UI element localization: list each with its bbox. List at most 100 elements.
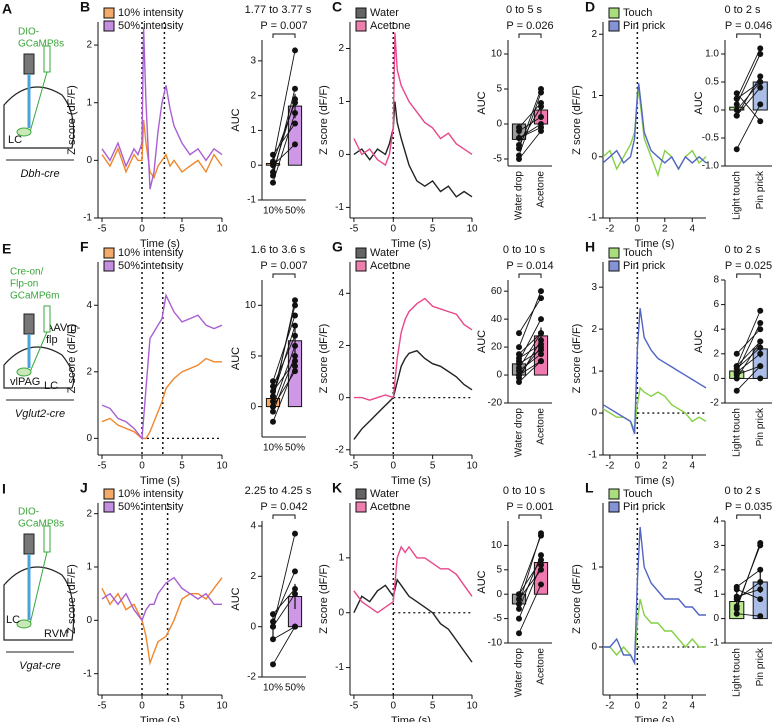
pair-line [518,123,542,139]
x-tick-label: 0 [635,461,641,472]
y-tick-label: 4 [250,521,256,532]
y-tick-label: 0.5 [705,77,719,88]
y-tick-label: -10 [488,638,503,649]
x-tick-label: 10 [216,224,228,235]
y-tick-label: 0 [496,589,502,600]
y-axis-label: AUC [230,587,242,610]
legend-label: Acetone [370,501,410,513]
y-tick-label: -1 [588,213,597,224]
x-tick-label: Water drop [514,171,525,221]
pair-line [736,347,761,369]
x-tick-label: -2 [605,224,614,235]
subject-dot [516,360,522,367]
subject-dot [516,142,522,148]
x-tick-label: 10 [216,461,228,472]
legend-swatch [103,20,115,32]
p-value: P = 0.007 [260,260,307,272]
x-axis-label: Time (s) [391,475,431,487]
y-tick-label: 1.0 [705,49,719,60]
y-tick-label: 0 [591,408,597,419]
y-tick-label: 0 [86,433,92,444]
subject-dot [733,371,740,378]
subject-dot [292,368,298,375]
trace-line [353,32,473,167]
y-tick-label: 0 [713,105,719,116]
subject-dot [733,101,740,108]
subject-dot [270,618,276,625]
x-tick-label: 0 [635,701,641,712]
window-title: 0 to 2 s [724,244,761,256]
pair-line [736,310,761,367]
virus-label: Cre-on/ [10,267,44,278]
retro-label: flp [46,334,58,346]
panel-label: E [2,241,11,257]
pair-line [518,332,542,369]
virus-label: DIO- [18,27,39,38]
pair-line [736,104,761,150]
panel-label: K [332,480,342,496]
legend-swatch [608,501,620,513]
trace-line [602,83,707,171]
target-region [16,619,32,629]
window-title: 1.77 to 3.77 s [245,4,312,16]
legend-swatch [355,260,367,272]
pair-line [736,353,761,373]
y-axis-label: Z score (dF/F) [318,85,330,155]
subject-dot [538,561,544,568]
panel-label: I [2,481,6,497]
syringe [43,525,51,553]
subject-dot [270,158,276,165]
y-tick-label: 8 [713,275,719,286]
legend-label: 50% intensity [118,501,184,513]
pair-line [736,588,761,598]
subject-dot [292,363,298,370]
y-tick-label: 0 [250,621,256,632]
x-tick-label: Light touch [731,408,742,457]
mouse-line-label: Dbh-cre [20,168,59,180]
subject-dot [270,151,276,158]
y-tick-label: 5 [496,84,502,95]
pair-line [518,554,542,610]
pair-line [272,360,296,392]
subject-dot [538,351,544,358]
p-value: P = 0.035 [725,501,772,513]
y-tick-label: 0 [338,149,344,160]
target-region [16,127,32,137]
legend-swatch [103,488,115,500]
subject-dot [270,388,276,395]
legend-swatch [103,7,115,19]
x-tick-label: 5 [430,701,436,712]
y-tick-label: 0 [591,151,597,162]
pair-line [518,332,542,355]
subject-dot [538,346,544,353]
y-tick-label: -2 [247,672,256,683]
subject-dot [270,378,276,385]
y-axis-label: Z score (dF/F) [318,564,330,634]
subject-dot [270,179,276,186]
significance-bracket [272,33,296,38]
virus-label: GCaMP8s [18,39,64,50]
syringe [43,45,51,73]
pair-line [272,370,296,407]
subject-dot [292,358,298,365]
legend-label: Acetone [370,260,410,272]
pair-line [518,130,542,160]
legend-swatch [103,501,115,513]
x-tick-label: Pin prick [755,170,766,209]
pair-line [736,53,761,105]
subject-dot [516,591,522,598]
subject-dot [757,613,764,620]
x-axis-label: Time (s) [635,475,675,487]
subject-dot [757,363,764,370]
panel-label: B [80,0,90,15]
legend-label: Touch [623,247,652,259]
y-tick-label: 0 [338,392,344,403]
x-tick-label: Acetone [536,648,547,685]
x-tick-label: 50% [285,443,305,454]
y-tick-label: 2 [713,348,719,359]
y-tick-label: 10 [245,300,257,311]
legend-label: 10% intensity [118,247,184,259]
subject-dot [270,403,276,410]
x-tick-label: Pin prick [755,407,766,446]
y-tick-label: -1 [83,668,92,679]
